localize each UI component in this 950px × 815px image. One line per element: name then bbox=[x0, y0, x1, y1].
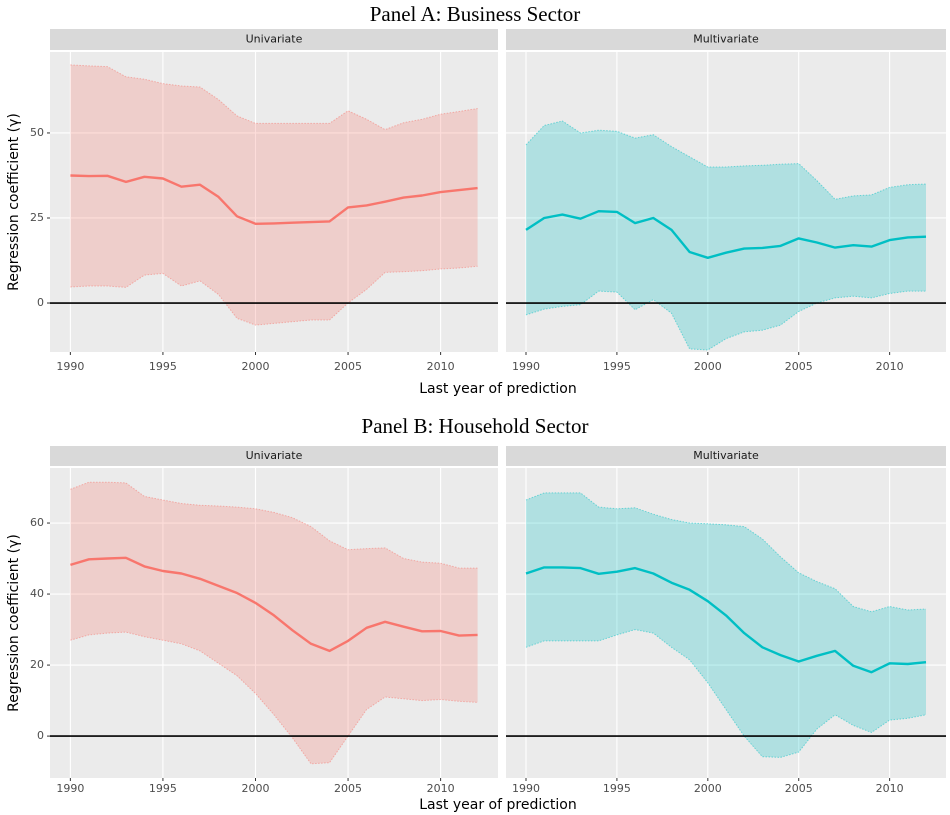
panel-background bbox=[506, 468, 946, 778]
band-upper bbox=[525, 492, 927, 613]
strip-background bbox=[50, 446, 498, 466]
y-tick-label: 20 bbox=[30, 658, 44, 671]
panel-title: Panel A: Business Sector bbox=[370, 2, 581, 26]
x-tick-label: 1990 bbox=[56, 360, 84, 373]
x-tick-label: 1995 bbox=[149, 782, 177, 795]
confidence-band bbox=[526, 492, 926, 758]
band-lower bbox=[70, 265, 478, 326]
strip-label: Multivariate bbox=[693, 33, 759, 46]
y-tick-label: 50 bbox=[30, 126, 44, 139]
x-tick-label: 2000 bbox=[694, 360, 722, 373]
strip-background bbox=[506, 29, 946, 50]
strip-background bbox=[50, 29, 498, 50]
x-tick-label: 2010 bbox=[876, 782, 904, 795]
x-axis-title: Last year of prediction bbox=[419, 797, 576, 813]
band-lower bbox=[525, 290, 926, 351]
confidence-band bbox=[70, 482, 478, 764]
x-tick-label: 2005 bbox=[785, 782, 813, 795]
panel-background bbox=[50, 468, 498, 778]
panel-background bbox=[506, 52, 946, 352]
panel-background bbox=[50, 52, 498, 352]
x-tick-label: 2005 bbox=[334, 782, 362, 795]
x-tick-label: 1990 bbox=[512, 782, 540, 795]
line bbox=[70, 556, 478, 653]
x-tick-label: 2005 bbox=[334, 360, 362, 373]
x-tick-label: 2010 bbox=[427, 782, 455, 795]
x-tick-label: 2000 bbox=[241, 782, 269, 795]
x-tick-label: 2000 bbox=[694, 782, 722, 795]
panel-title: Panel B: Household Sector bbox=[362, 414, 589, 438]
y-tick-label: 0 bbox=[37, 729, 44, 742]
x-tick-label: 2010 bbox=[427, 360, 455, 373]
x-tick-label: 1990 bbox=[56, 782, 84, 795]
confidence-band bbox=[526, 121, 926, 350]
y-axis-title: Regression coefficient (γ) bbox=[6, 534, 22, 712]
x-tick-label: 2010 bbox=[876, 360, 904, 373]
line bbox=[525, 566, 927, 674]
y-tick-label: 0 bbox=[37, 296, 44, 309]
x-tick-label: 1995 bbox=[149, 360, 177, 373]
strip-label: Univariate bbox=[246, 449, 303, 462]
confidence-band bbox=[70, 64, 478, 326]
x-tick-label: 2005 bbox=[785, 360, 813, 373]
band-upper bbox=[70, 64, 478, 131]
x-tick-label: 2000 bbox=[241, 360, 269, 373]
strip-background bbox=[506, 446, 946, 466]
line bbox=[70, 174, 478, 226]
y-tick-label: 60 bbox=[30, 516, 44, 529]
x-tick-label: 1995 bbox=[603, 360, 631, 373]
band-upper bbox=[70, 481, 478, 569]
x-tick-label: 1990 bbox=[512, 360, 540, 373]
strip-label: Multivariate bbox=[693, 449, 759, 462]
band-lower bbox=[525, 629, 927, 758]
line bbox=[525, 209, 927, 259]
y-tick-label: 25 bbox=[30, 211, 44, 224]
strip-label: Univariate bbox=[246, 33, 303, 46]
x-tick-label: 1995 bbox=[603, 782, 631, 795]
band-upper bbox=[525, 120, 927, 200]
y-axis-title: Regression coefficient (γ) bbox=[6, 113, 22, 291]
band-lower bbox=[70, 631, 478, 765]
y-tick-label: 40 bbox=[30, 587, 44, 600]
x-axis-title: Last year of prediction bbox=[419, 381, 576, 397]
